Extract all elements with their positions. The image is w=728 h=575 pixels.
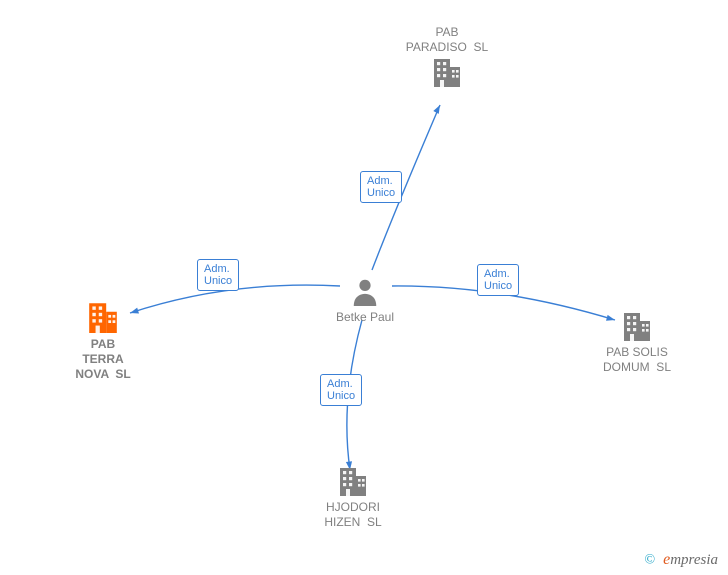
center-node-label: Betke Paul xyxy=(320,310,410,325)
arrowhead-icon xyxy=(433,105,440,114)
edge-label-text: Adm. Unico xyxy=(204,263,232,287)
building-icon xyxy=(86,322,120,336)
diagram-canvas: Betke Paul PAB PARADISO SL PAB SOLIS DOMU… xyxy=(0,0,728,575)
node-label: PAB PARADISO SL xyxy=(387,25,507,55)
node-label: HJODORI HIZEN SL xyxy=(293,500,413,530)
edge-label-text: Adm. Unico xyxy=(327,378,355,402)
building-icon xyxy=(337,485,369,499)
building-icon xyxy=(431,76,463,90)
building-icon xyxy=(621,330,653,344)
node-pab-paradiso[interactable]: PAB PARADISO SL xyxy=(387,25,507,91)
edge-label: Adm. Unico xyxy=(477,264,519,296)
node-pab-solis-domum[interactable]: PAB SOLIS DOMUM SL xyxy=(577,309,697,375)
node-label: PAB TERRA NOVA SL xyxy=(43,337,163,382)
center-node-betke-paul[interactable]: Betke Paul xyxy=(320,276,410,325)
edge-label: Adm. Unico xyxy=(320,374,362,406)
copyright-icon: © xyxy=(644,552,655,567)
edge-label: Adm. Unico xyxy=(360,171,402,203)
node-pab-terra-nova[interactable]: PAB TERRA NOVA SL xyxy=(43,299,163,382)
person-icon xyxy=(350,295,380,309)
edge-label-text: Adm. Unico xyxy=(484,268,512,292)
node-hjodori-hizen[interactable]: HJODORI HIZEN SL xyxy=(293,464,413,530)
brand-name: empresia xyxy=(663,551,718,568)
edge-label: Adm. Unico xyxy=(197,259,239,291)
edge-label-text: Adm. Unico xyxy=(367,175,395,199)
node-label: PAB SOLIS DOMUM SL xyxy=(577,345,697,375)
watermark: © empresia xyxy=(644,551,718,569)
